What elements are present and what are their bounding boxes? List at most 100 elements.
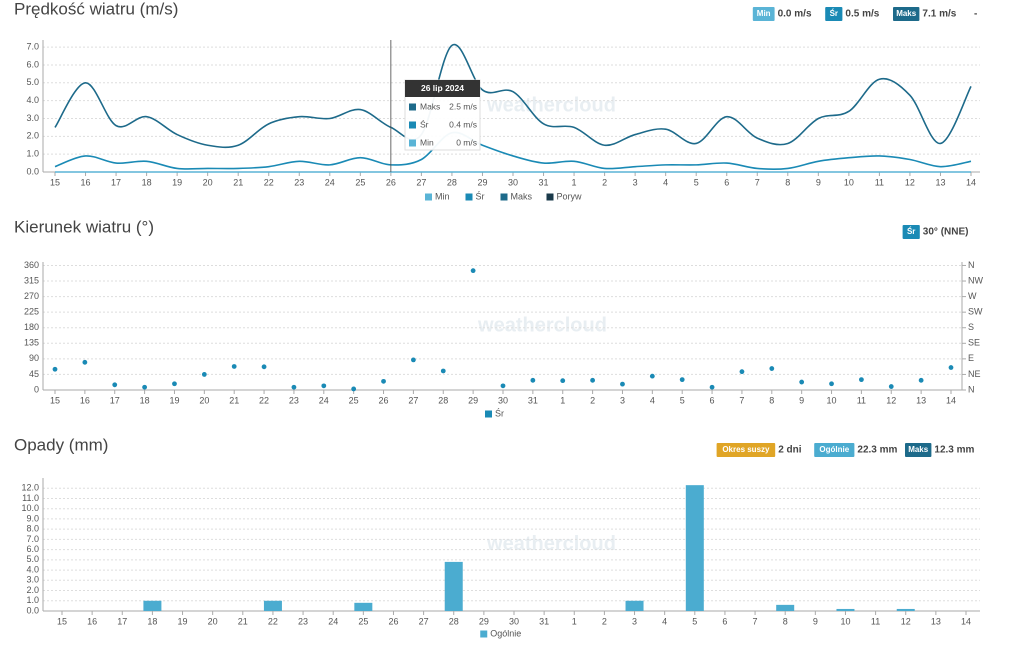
y2-tick-label: NW <box>968 275 983 285</box>
badge-label: Śr <box>830 9 838 18</box>
badge-label: Maks <box>908 445 929 454</box>
y-tick-label: 0.0 <box>26 605 39 615</box>
x-tick-label: 28 <box>447 177 457 187</box>
y-tick-label: 6.0 <box>26 544 39 554</box>
x-tick-label: 10 <box>827 395 837 405</box>
y2-tick-label: N <box>968 384 975 394</box>
badge <box>814 443 855 457</box>
x-tick-label: 12 <box>901 616 911 626</box>
point <box>500 383 506 389</box>
y-tick-label: 7.0 <box>26 42 39 52</box>
line-series <box>54 131 972 171</box>
x-tick-label: 30 <box>508 177 518 187</box>
legend-swatch <box>546 193 554 201</box>
badge <box>825 7 843 21</box>
x-tick-label: 3 <box>632 616 637 626</box>
badge-value: 2 dni <box>778 445 802 456</box>
y-tick-label: 7.0 <box>26 534 39 544</box>
x-tick-label: 5 <box>692 616 697 626</box>
x-tick-label: 25 <box>349 395 359 405</box>
badge-value: 0.5 m/s <box>845 9 879 20</box>
point <box>411 357 416 363</box>
x-tick-label: 7 <box>753 616 758 626</box>
y-tick-label: 3.0 <box>26 575 39 585</box>
badge-suffix: - <box>974 9 977 20</box>
point <box>201 372 207 377</box>
legend-label: Ogólnie <box>490 628 521 638</box>
bar <box>263 600 282 611</box>
x-tick-label: 8 <box>785 177 790 187</box>
x-tick-label: 8 <box>769 395 774 405</box>
watermark: weathercloud <box>477 314 607 336</box>
badge-label: Śr <box>907 227 915 236</box>
badge-value: 7.1 m/s <box>922 9 956 20</box>
y-tick-label: 1.0 <box>26 595 39 605</box>
tooltip-name: Maks <box>420 101 440 111</box>
x-tick-label: 15 <box>57 616 67 626</box>
bar <box>836 608 855 611</box>
x-tick-label: 24 <box>319 395 329 405</box>
tooltip-swatch <box>409 103 416 111</box>
x-tick-label: 16 <box>80 395 90 405</box>
badge-value: 22.3 mm <box>857 445 897 456</box>
y-tick-label: 4.0 <box>26 564 39 574</box>
badge-label: Okres suszy <box>722 445 770 454</box>
y-tick-label: 180 <box>24 322 39 332</box>
point <box>888 384 894 389</box>
point <box>261 364 267 370</box>
x-tick-label: 14 <box>961 616 971 626</box>
x-tick-label: 4 <box>662 616 667 626</box>
y-tick-label: 0 <box>34 384 39 394</box>
y-tick-label: 5.0 <box>26 77 39 87</box>
x-tick-label: 27 <box>419 616 429 626</box>
point <box>112 382 118 388</box>
y-tick-label: 10.0 <box>21 503 39 513</box>
point <box>560 378 566 384</box>
x-tick-label: 1 <box>572 616 577 626</box>
x-tick-label: 15 <box>50 177 60 187</box>
bar <box>444 561 463 611</box>
x-tick-label: 1 <box>572 177 577 187</box>
x-tick-label: 6 <box>724 177 729 187</box>
y-tick-label: 5.0 <box>26 554 39 564</box>
x-tick-label: 31 <box>528 395 538 405</box>
point <box>82 359 88 365</box>
x-tick-label: 16 <box>81 177 91 187</box>
tooltip-swatch <box>409 121 416 129</box>
tooltip-title: 26 lip 2024 <box>421 83 464 93</box>
tooltip-name: Min <box>420 137 434 147</box>
x-tick-label: 12 <box>905 177 915 187</box>
x-tick-label: 30 <box>498 395 508 405</box>
x-tick-label: 28 <box>438 395 448 405</box>
y-tick-label: 90 <box>29 353 39 363</box>
x-tick-label: 6 <box>722 616 727 626</box>
point <box>590 377 595 383</box>
bar <box>896 608 915 611</box>
point <box>709 384 715 390</box>
y-tick-label: 1.0 <box>26 149 39 159</box>
x-tick-label: 19 <box>178 616 188 626</box>
y2-tick-label: S <box>968 322 974 332</box>
x-tick-label: 28 <box>449 616 459 626</box>
badge-label: Ogólnie <box>819 445 849 454</box>
chart-panel: Kierunek wiatru (°)weathercloud045901351… <box>14 217 983 418</box>
point <box>679 377 685 383</box>
legend-label: Śr <box>495 407 504 418</box>
x-tick-label: 2 <box>602 177 607 187</box>
point <box>440 368 446 374</box>
x-tick-label: 12 <box>886 395 896 405</box>
tooltip-name: Śr <box>420 118 429 129</box>
x-tick-label: 26 <box>388 616 398 626</box>
x-tick-label: 16 <box>87 616 97 626</box>
x-tick-label: 20 <box>199 395 209 405</box>
x-tick-label: 17 <box>117 616 127 626</box>
x-tick-label: 18 <box>140 395 150 405</box>
legend-swatch <box>480 630 488 638</box>
line-series <box>54 43 972 149</box>
x-tick-label: 24 <box>325 177 335 187</box>
x-tick-label: 29 <box>479 616 489 626</box>
badge-value: 30° (NNE) <box>923 227 969 238</box>
x-tick-label: 10 <box>844 177 854 187</box>
x-tick-label: 31 <box>539 616 549 626</box>
